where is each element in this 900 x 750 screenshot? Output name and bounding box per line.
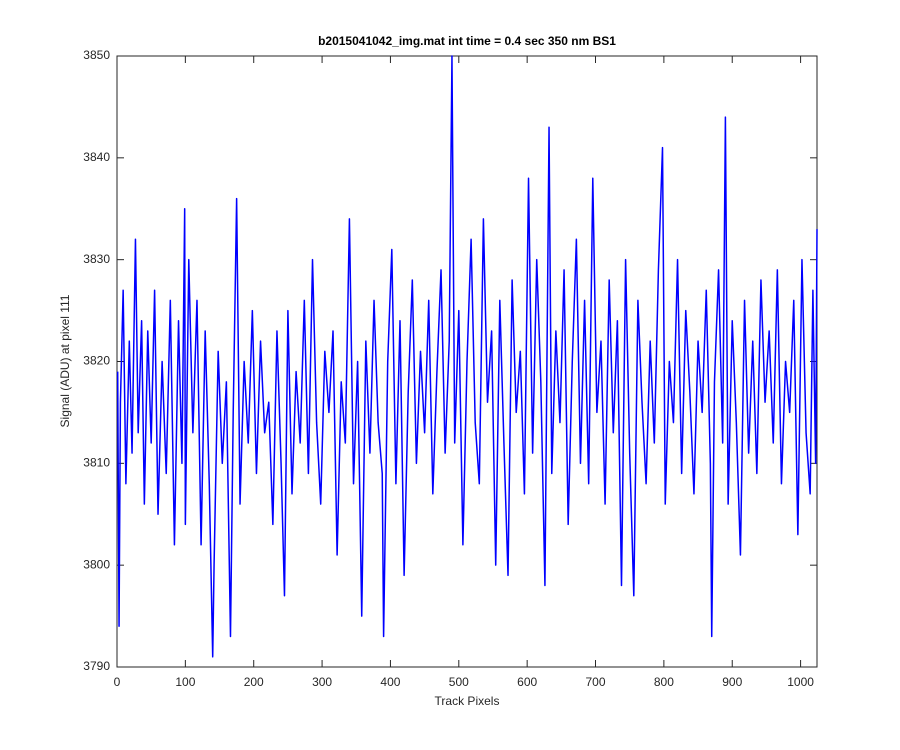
x-tick-label: 600 (517, 675, 537, 689)
y-tick-label: 3840 (83, 150, 110, 164)
y-tick-label: 3810 (83, 456, 110, 470)
y-tick-label: 3790 (83, 659, 110, 673)
x-tick-label: 700 (586, 675, 606, 689)
y-tick-label: 3830 (83, 252, 110, 266)
data-line (116, 55, 818, 658)
x-tick-label: 400 (380, 675, 400, 689)
x-tick-label: 0 (114, 675, 121, 689)
x-axis-label: Track Pixels (435, 694, 500, 708)
y-tick-label: 3820 (83, 354, 110, 368)
x-tick-label: 800 (654, 675, 674, 689)
x-tick-label: 100 (175, 675, 195, 689)
chart-title: b2015041042_img.mat int time = 0.4 sec 3… (318, 34, 616, 48)
x-tick-label: 300 (312, 675, 332, 689)
y-axis-label: Signal (ADU) at pixel 111 (58, 294, 72, 427)
x-tick-label: 500 (449, 675, 469, 689)
x-tick-label: 200 (244, 675, 264, 689)
y-tick-label: 3800 (83, 557, 110, 571)
x-tick-label: 1000 (787, 675, 814, 689)
x-tick-label: 900 (722, 675, 742, 689)
y-tick-label: 3850 (83, 48, 110, 62)
